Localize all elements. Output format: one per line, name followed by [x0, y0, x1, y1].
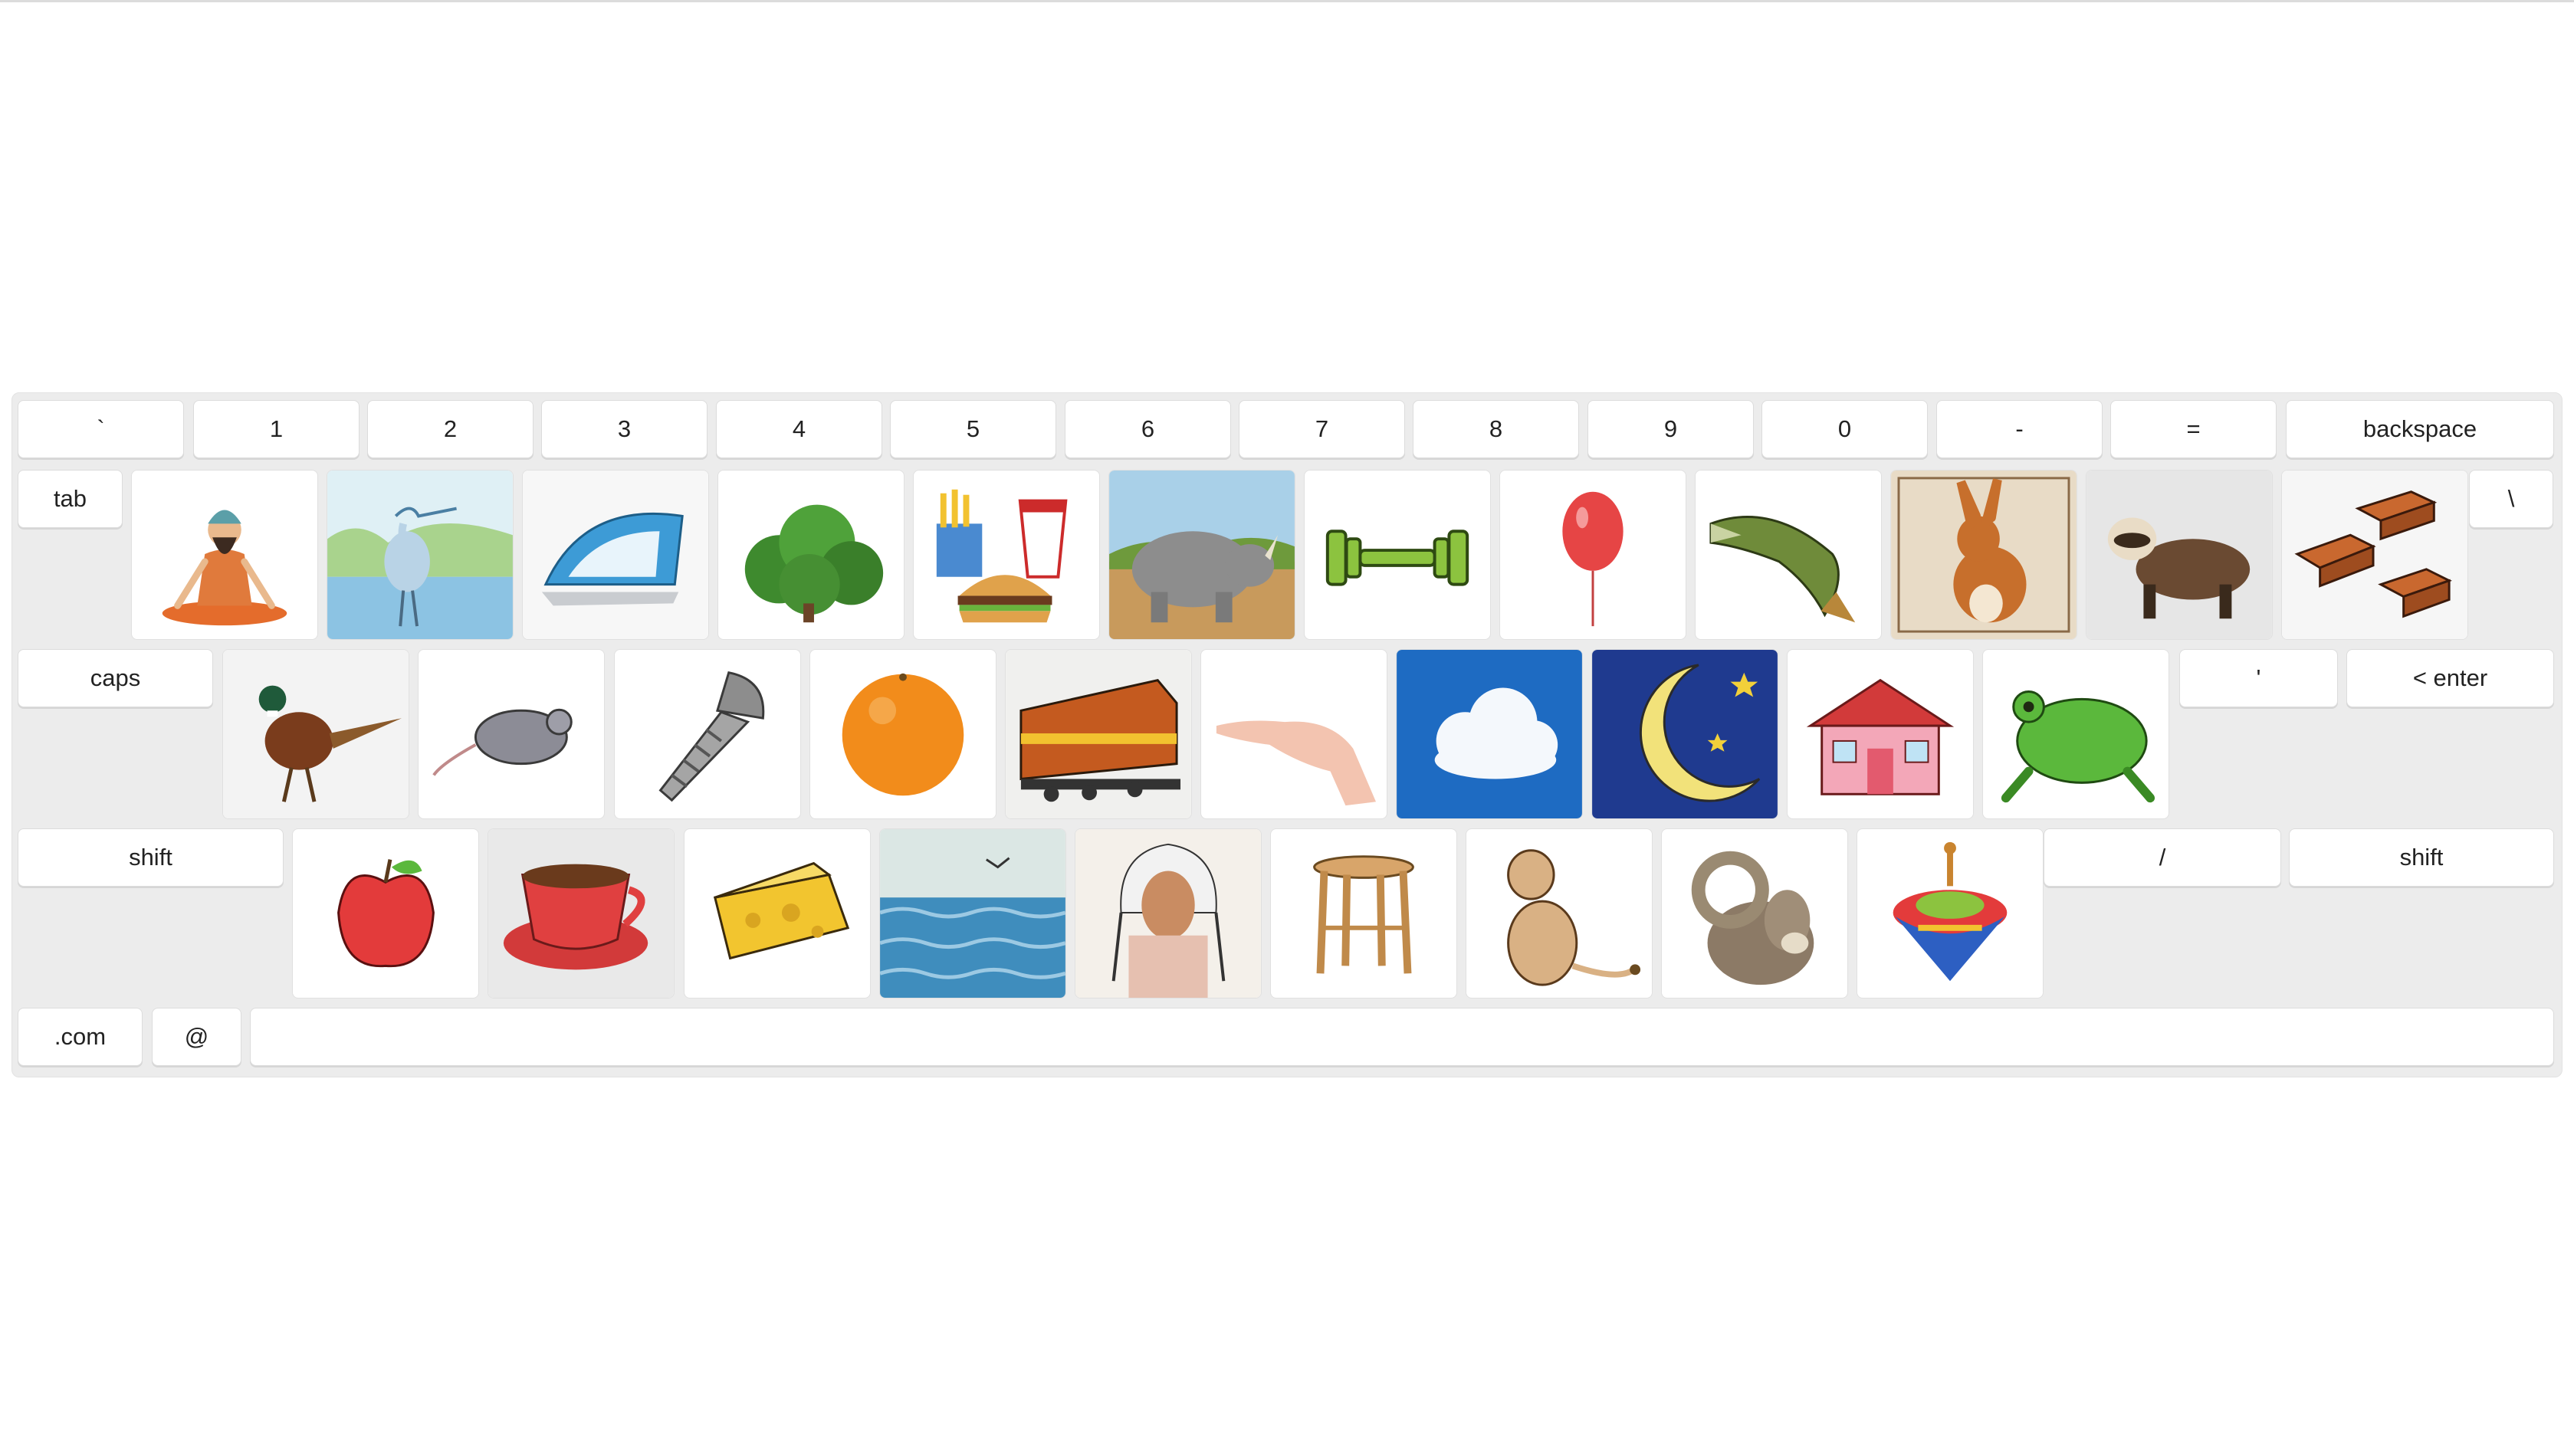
picture-key-locomotive[interactable]	[1005, 649, 1192, 819]
key-enter[interactable]: < enter	[2346, 649, 2554, 707]
picture-key-toad[interactable]	[1982, 649, 2169, 819]
key-shift-right[interactable]: shift	[2289, 828, 2554, 887]
picture-key-house[interactable]	[1787, 649, 1974, 819]
picture-key-lion-cub[interactable]	[1466, 828, 1653, 999]
picture-key-cup[interactable]	[488, 828, 675, 999]
lion-cub-icon	[1507, 849, 1641, 986]
key-3[interactable]: 3	[541, 400, 708, 458]
cup-icon	[488, 829, 674, 998]
key-backslash[interactable]: \	[2469, 470, 2553, 528]
picture-key-pike-fish[interactable]	[1695, 470, 1882, 640]
bricks-icon	[2282, 471, 2467, 639]
ram-icon	[1691, 851, 1814, 985]
picture-key-fast-food[interactable]	[913, 470, 1100, 640]
picture-keyboard: ` 1 2 3 4 5 6 7 8 9 0 - = backspace tab	[11, 392, 2563, 1077]
key-space[interactable]	[250, 1008, 2554, 1066]
locomotive-icon	[1006, 650, 1191, 818]
key-6[interactable]: 6	[1065, 400, 1231, 458]
picture-key-mouse[interactable]	[418, 649, 605, 819]
bush-icon	[744, 504, 884, 623]
rhinoceros-icon	[1109, 471, 1295, 639]
hare-icon	[1891, 471, 2077, 639]
key-0[interactable]: 0	[1761, 400, 1928, 458]
orange-icon	[842, 673, 964, 796]
key-1[interactable]: 1	[193, 400, 360, 458]
picture-key-spinning-top[interactable]	[1857, 828, 2044, 999]
picture-key-apple[interactable]	[292, 828, 479, 999]
key-4[interactable]: 4	[716, 400, 882, 458]
key-slash[interactable]: /	[2044, 828, 2281, 887]
balloon-icon	[1562, 491, 1624, 627]
key-tab[interactable]: tab	[18, 470, 123, 528]
picture-key-meditating-man[interactable]	[131, 470, 318, 640]
key-backspace[interactable]: backspace	[2286, 400, 2554, 458]
key-5[interactable]: 5	[890, 400, 1056, 458]
picture-key-cheese[interactable]	[684, 828, 871, 999]
picture-key-balloon[interactable]	[1499, 470, 1686, 640]
pheasant-icon	[223, 650, 409, 818]
key-7[interactable]: 7	[1239, 400, 1405, 458]
picture-key-moon[interactable]	[1591, 649, 1778, 819]
hand-icon	[1216, 720, 1377, 806]
picture-key-stool[interactable]	[1270, 828, 1457, 999]
apple-icon	[337, 859, 435, 968]
picture-key-heron[interactable]	[327, 470, 514, 640]
key-caps[interactable]: caps	[18, 649, 213, 707]
mouse-icon	[432, 708, 573, 776]
picture-key-rhinoceros[interactable]	[1108, 470, 1295, 640]
key-dotcom[interactable]: .com	[18, 1008, 143, 1066]
stool-icon	[1313, 855, 1414, 974]
fast-food-icon	[936, 489, 1068, 623]
toad-icon	[2001, 690, 2155, 803]
moon-icon	[1592, 650, 1778, 818]
picture-key-screw[interactable]	[614, 649, 801, 819]
heron-icon	[327, 471, 513, 639]
picture-key-chief[interactable]	[1075, 828, 1262, 999]
cloud-icon	[1397, 650, 1582, 818]
picture-key-pheasant[interactable]	[222, 649, 409, 819]
key-quote[interactable]: '	[2179, 649, 2338, 707]
house-icon	[1806, 678, 1955, 795]
meditating-man-icon	[162, 510, 287, 626]
picture-key-ram[interactable]	[1661, 828, 1848, 999]
chief-icon	[1075, 829, 1261, 998]
key-equals[interactable]: =	[2110, 400, 2277, 458]
picture-key-dumbbell[interactable]	[1304, 470, 1491, 640]
picture-key-hand[interactable]	[1200, 649, 1387, 819]
picture-key-hare[interactable]	[1890, 470, 2077, 640]
screw-icon	[658, 671, 765, 802]
key-minus[interactable]: -	[1936, 400, 2103, 458]
picture-key-bricks[interactable]	[2281, 470, 2468, 640]
key-2[interactable]: 2	[367, 400, 534, 458]
key-at[interactable]: @	[152, 1008, 241, 1066]
picture-key-clothes-iron[interactable]	[522, 470, 709, 640]
cheese-icon	[713, 861, 850, 960]
ferret-icon	[2086, 471, 2272, 639]
picture-key-orange[interactable]	[809, 649, 996, 819]
top-divider	[0, 0, 2574, 2]
picture-key-cloud[interactable]	[1396, 649, 1583, 819]
picture-key-bush[interactable]	[717, 470, 905, 640]
key-8[interactable]: 8	[1413, 400, 1579, 458]
pike-fish-icon	[1709, 515, 1856, 623]
sea-icon	[880, 829, 1065, 998]
key-shift-left[interactable]: shift	[18, 828, 284, 887]
clothes-iron-icon	[523, 471, 708, 639]
key-backtick[interactable]: `	[18, 400, 184, 458]
spinning-top-icon	[1893, 841, 2008, 982]
dumbbell-icon	[1325, 530, 1469, 586]
picture-key-ferret[interactable]	[2086, 470, 2273, 640]
key-9[interactable]: 9	[1587, 400, 1754, 458]
picture-key-sea[interactable]	[879, 828, 1066, 999]
